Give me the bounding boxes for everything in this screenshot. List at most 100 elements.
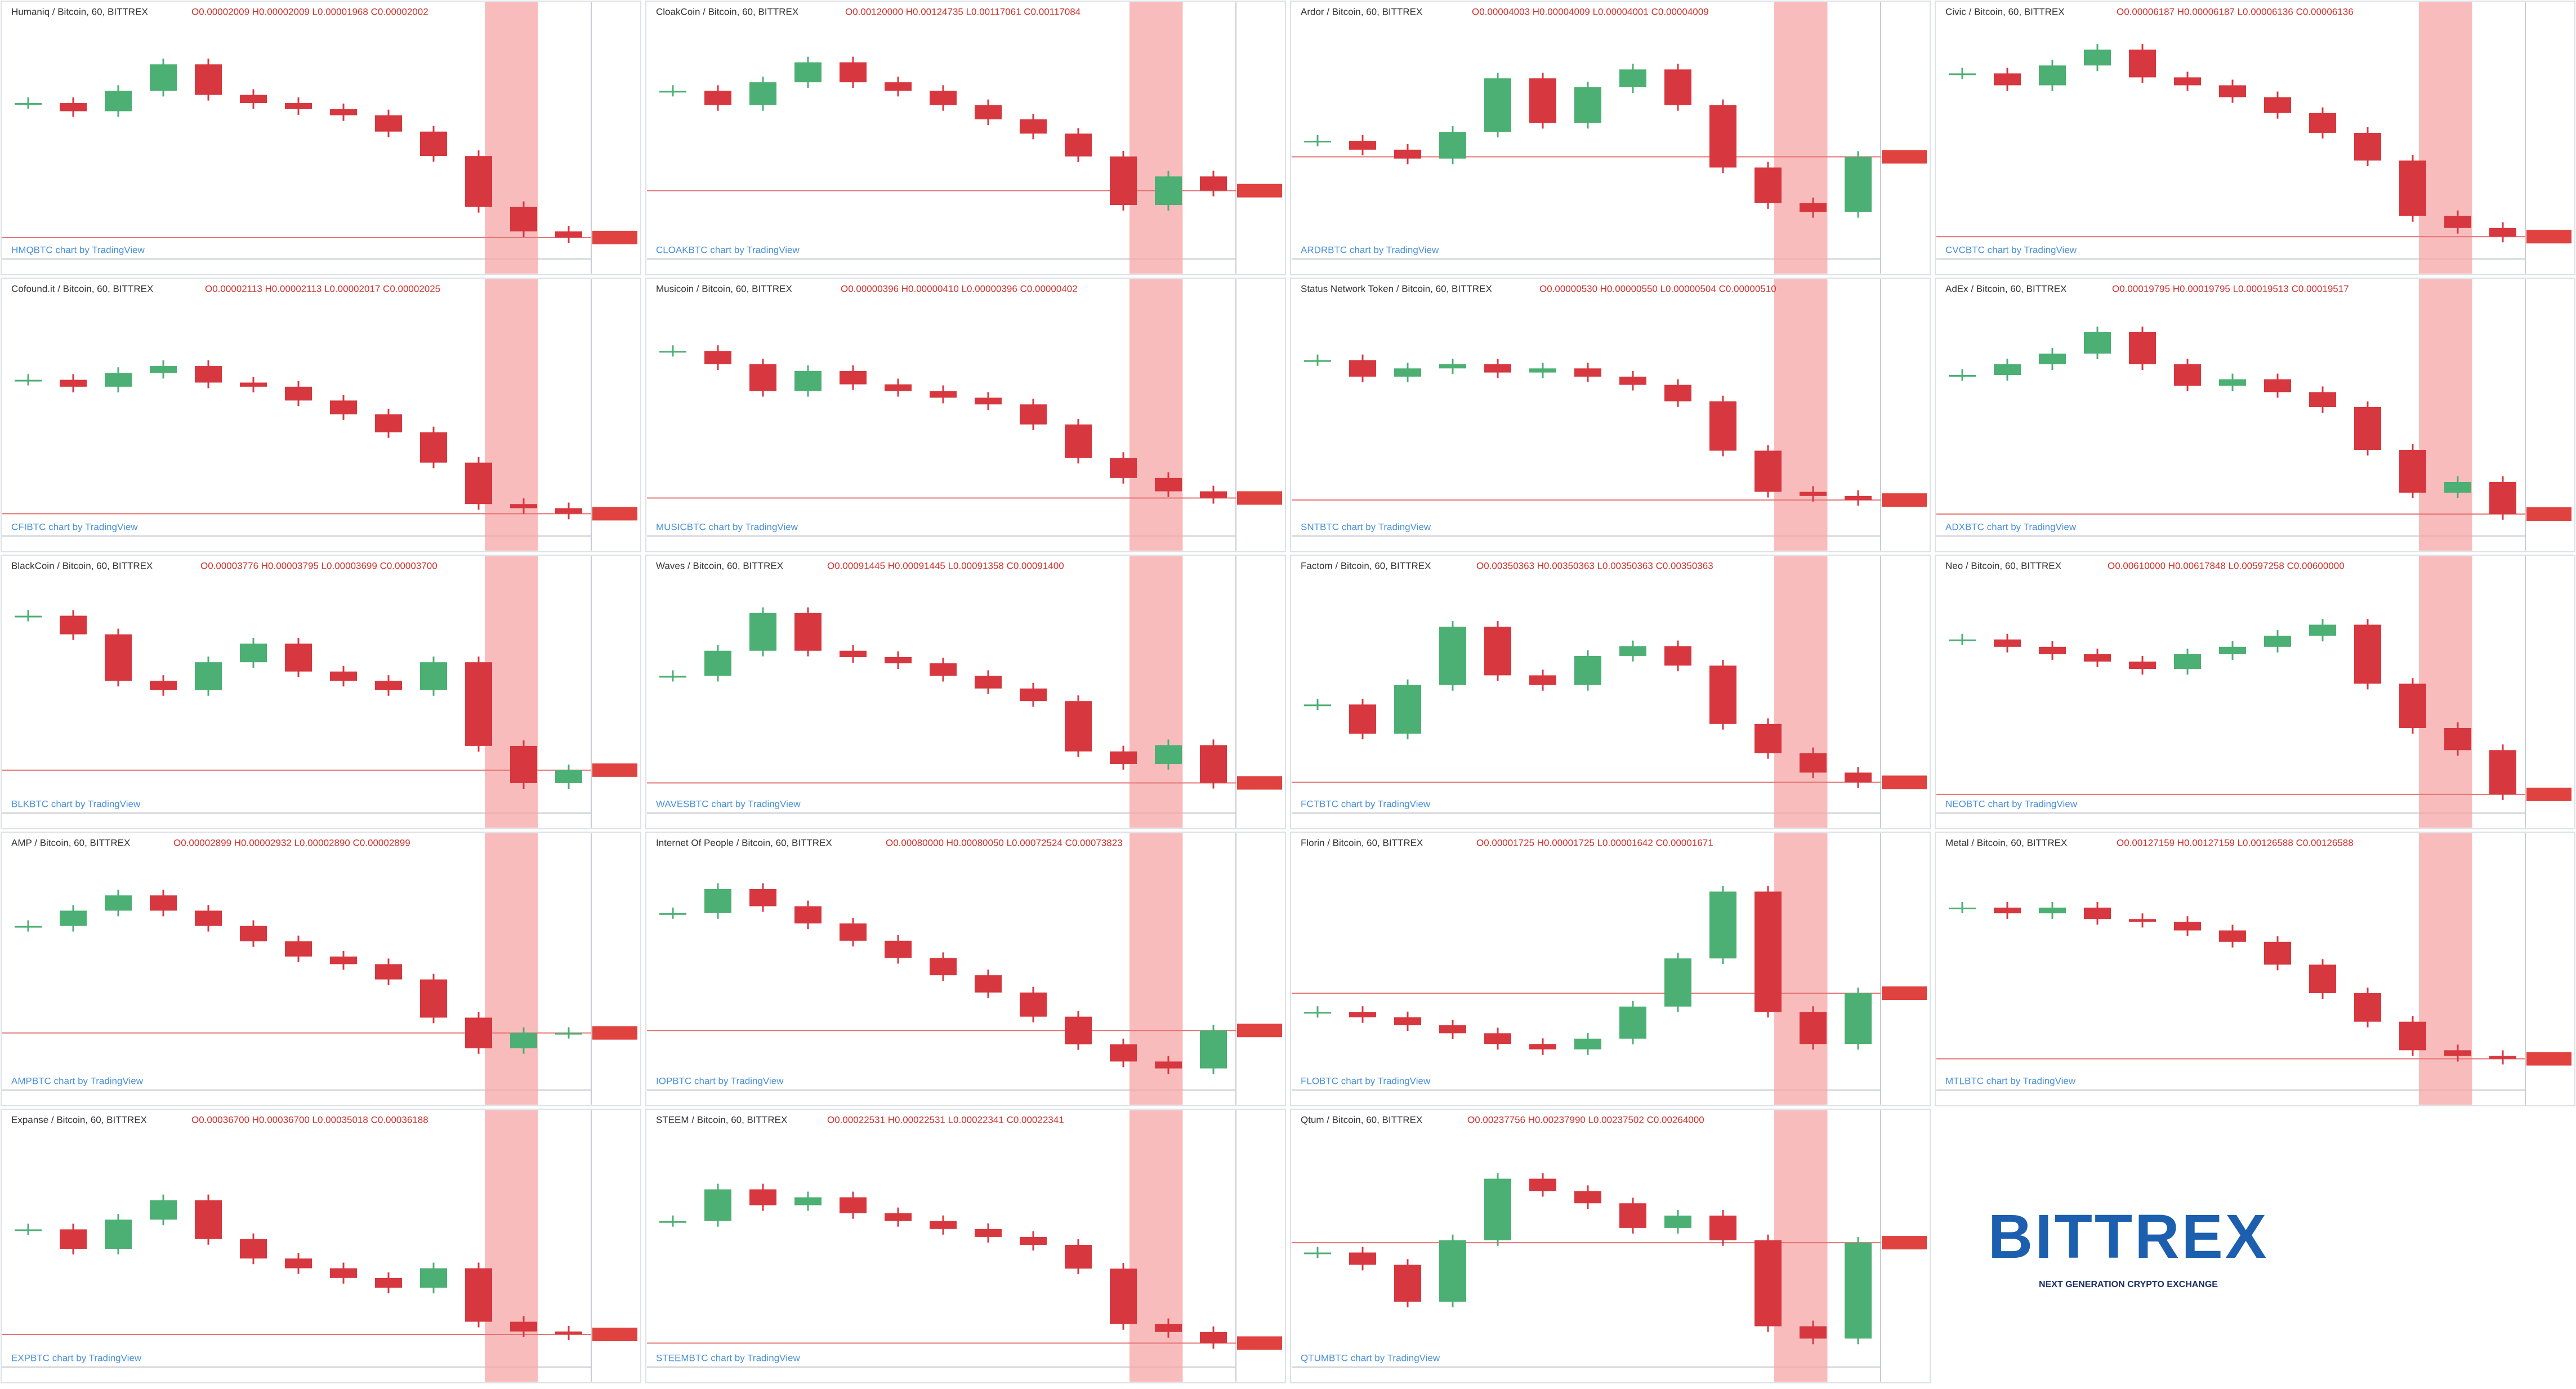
last-price-tag [2526,230,2571,244]
chart-title: Florin / Bitcoin, 60, BITTREX [1301,837,1423,848]
chart-title: Civic / Bitcoin, 60, BITTREX [1945,6,2065,17]
candle [2399,684,2426,728]
candle [2174,922,2201,931]
candle [240,1239,267,1259]
candle [885,1213,912,1221]
candle [1754,1240,1782,1327]
chart-title: Factom / Bitcoin, 60, BITTREX [1301,560,1431,571]
candle [1484,1033,1511,1044]
candle [1574,655,1601,685]
candle [1949,73,1976,75]
candle [885,82,912,91]
candle [1020,688,1047,702]
candle [1020,119,1047,134]
candle [2309,392,2336,407]
candle [975,975,1002,993]
watermark: CFIBTC chart by TradingView [11,521,138,532]
candle [1619,1006,1646,1039]
ohlc-legend: O0.00006187 H0.00006187 L0.00006136 C0.0… [2117,6,2354,17]
last-price-tag [1882,150,1927,164]
chart-title: Humaniq / Bitcoin, 60, BITTREX [11,6,148,17]
last-price-tag [592,763,637,777]
candle [2084,908,2111,919]
candle [1754,167,1782,203]
candle [1349,1252,1376,1265]
candle [1065,1244,1092,1269]
candle [1065,133,1092,157]
candle [1484,364,1511,373]
candle [1619,69,1646,87]
panel [1290,555,1931,829]
panel [645,832,1286,1106]
candle [2354,624,2381,684]
candle [1394,685,1421,734]
candle [885,384,912,391]
candle [1304,360,1331,362]
last-price-tag [1237,776,1282,790]
candle [2489,1056,2516,1059]
chart-title: AdEx / Bitcoin, 60, BITTREX [1945,283,2066,294]
candle [1754,723,1782,753]
candle [930,391,957,398]
candle [375,414,402,432]
highlight-band [1774,2,1828,274]
candle [930,1221,957,1229]
candle [465,1268,492,1322]
highlight-band [1774,833,1828,1105]
candle [555,1033,582,1035]
last-price-tag [1882,493,1927,507]
highlight-band [1774,1110,1828,1382]
candle [1065,1016,1092,1044]
candle [2309,624,2336,636]
candle [1349,1012,1376,1017]
highlight-band [485,1110,538,1382]
candle [2084,654,2111,662]
candle [240,382,267,387]
candle [704,91,731,105]
candle [150,64,177,91]
candle [465,462,492,504]
chart-title: Waves / Bitcoin, 60, BITTREX [656,560,783,571]
candle [1200,1332,1227,1343]
panel [1,555,641,829]
candle [1394,1265,1421,1302]
highlight-band [485,2,538,274]
candle [15,1229,42,1231]
candle [1619,646,1646,656]
candle [1800,1012,1827,1044]
candle [375,964,402,980]
candle [60,103,87,111]
watermark: MTLBTC chart by TradingView [1945,1075,2076,1086]
candle [1529,675,1556,685]
candle [1845,772,1872,783]
candle [1529,368,1556,373]
candle [555,1331,582,1334]
candle [1800,492,1827,496]
ohlc-legend: O0.00000530 H0.00000550 L0.00000504 C0.0… [1539,283,1776,294]
candle [240,644,267,663]
ohlc-legend: O0.00080000 H0.00080050 L0.00072524 C0.0… [886,837,1123,848]
candle [2489,227,2516,237]
candle [420,1268,447,1288]
candle [1304,704,1331,707]
candle [1065,701,1092,752]
candle [2444,482,2471,493]
watermark: HMQBTC chart by TradingView [11,244,145,255]
candle [15,926,42,928]
candle [840,1197,867,1213]
panel [1935,832,2575,1106]
candle [465,156,492,207]
candle [2129,662,2156,669]
candle [195,662,222,690]
candle [510,504,537,508]
candle [659,91,686,93]
candle [105,895,132,911]
candle [105,91,132,111]
last-price-tag [2526,787,2571,801]
watermark: BLKBTC chart by TradingView [11,798,141,809]
candle [1394,149,1421,159]
chart-title: CloakCoin / Bitcoin, 60, BITTREX [656,6,798,17]
last-price-tag [1237,1024,1282,1038]
candle [794,613,822,651]
candle [285,644,312,672]
